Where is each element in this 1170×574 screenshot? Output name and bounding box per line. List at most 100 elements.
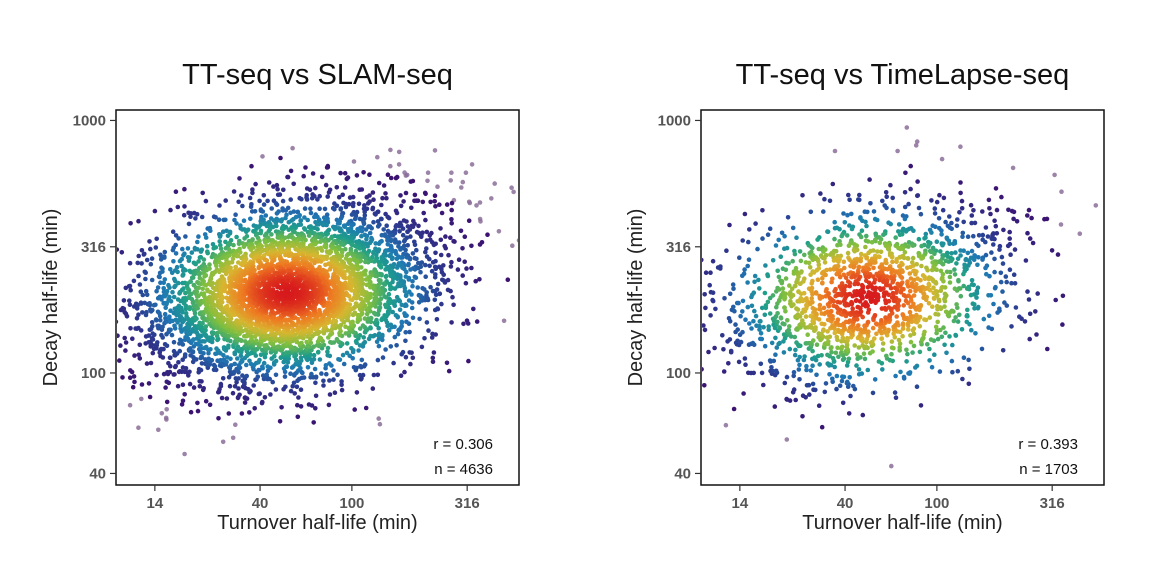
data-point <box>731 406 737 412</box>
data-point <box>403 247 408 253</box>
data-point <box>309 371 314 377</box>
data-point <box>994 207 1000 213</box>
data-point <box>167 314 172 320</box>
data-point <box>409 205 414 211</box>
data-point <box>478 219 483 224</box>
data-point <box>110 367 115 372</box>
data-point <box>421 210 427 216</box>
data-point <box>313 406 318 411</box>
data-point <box>403 190 409 196</box>
data-point <box>539 310 544 315</box>
data-point <box>372 291 377 297</box>
data-point <box>822 389 828 395</box>
data-point <box>435 184 440 189</box>
data-point <box>308 206 313 211</box>
data-point <box>370 206 375 212</box>
data-point <box>767 358 773 363</box>
data-point <box>477 200 483 205</box>
data-point <box>439 210 445 216</box>
data-point <box>278 285 283 291</box>
data-point <box>261 193 267 198</box>
data-point <box>168 267 173 272</box>
data-point <box>379 232 385 238</box>
data-point <box>394 343 399 348</box>
data-point <box>180 246 185 252</box>
data-point <box>1002 300 1007 305</box>
data-point <box>81 279 86 284</box>
data-point <box>353 301 359 306</box>
data-point <box>430 260 436 265</box>
data-point <box>138 328 144 333</box>
data-point <box>190 275 196 280</box>
data-point <box>264 314 269 319</box>
data-point <box>723 422 729 428</box>
data-point <box>669 336 674 341</box>
data-point <box>432 297 438 303</box>
data-point <box>444 360 450 366</box>
data-point <box>277 419 283 424</box>
data-point <box>236 376 241 381</box>
data-point <box>336 194 342 200</box>
data-point <box>162 249 168 255</box>
data-point <box>223 271 229 277</box>
data-point <box>220 439 226 445</box>
data-point <box>236 386 241 391</box>
data-point <box>1000 289 1005 294</box>
data-point <box>683 410 688 415</box>
data-point <box>167 294 172 300</box>
data-point <box>352 310 358 316</box>
data-point <box>433 250 438 256</box>
data-point <box>363 227 369 232</box>
data-point <box>182 186 187 192</box>
data-point <box>135 302 140 308</box>
data-point <box>708 270 713 276</box>
data-point <box>969 213 975 218</box>
data-point <box>239 338 244 343</box>
data-point <box>248 216 253 222</box>
data-point <box>400 349 406 355</box>
data-point <box>1025 289 1030 294</box>
data-point <box>339 379 344 384</box>
data-point <box>179 257 184 262</box>
data-point <box>741 391 746 396</box>
data-point <box>333 322 339 327</box>
data-point <box>655 302 660 307</box>
data-point <box>162 277 168 282</box>
data-point <box>980 232 986 238</box>
data-point <box>171 294 177 300</box>
data-point <box>966 381 972 387</box>
data-point <box>285 278 291 284</box>
data-point <box>870 390 876 396</box>
data-point <box>840 400 846 406</box>
data-point <box>750 340 756 346</box>
data-point <box>438 226 443 231</box>
data-point <box>368 333 373 339</box>
data-point <box>773 368 779 374</box>
data-point <box>305 217 311 223</box>
data-point <box>884 205 889 211</box>
data-point <box>784 437 790 442</box>
data-point <box>449 200 455 206</box>
data-point <box>310 171 316 176</box>
data-point <box>399 323 405 329</box>
data-point <box>461 321 466 327</box>
data-point <box>412 242 418 248</box>
data-point <box>342 185 348 190</box>
data-point <box>248 247 254 252</box>
data-point <box>653 318 658 323</box>
data-point <box>1052 172 1057 178</box>
data-point <box>1055 252 1061 257</box>
data-point <box>839 378 845 384</box>
data-point <box>251 383 256 388</box>
data-point <box>408 179 414 184</box>
data-point <box>196 366 202 372</box>
data-point <box>334 336 340 342</box>
data-point <box>286 350 292 355</box>
data-point <box>327 378 332 383</box>
data-point <box>937 369 943 374</box>
data-point <box>195 408 201 414</box>
data-point <box>712 345 717 351</box>
data-point <box>408 361 413 367</box>
data-point <box>423 262 428 268</box>
data-point <box>949 220 954 226</box>
